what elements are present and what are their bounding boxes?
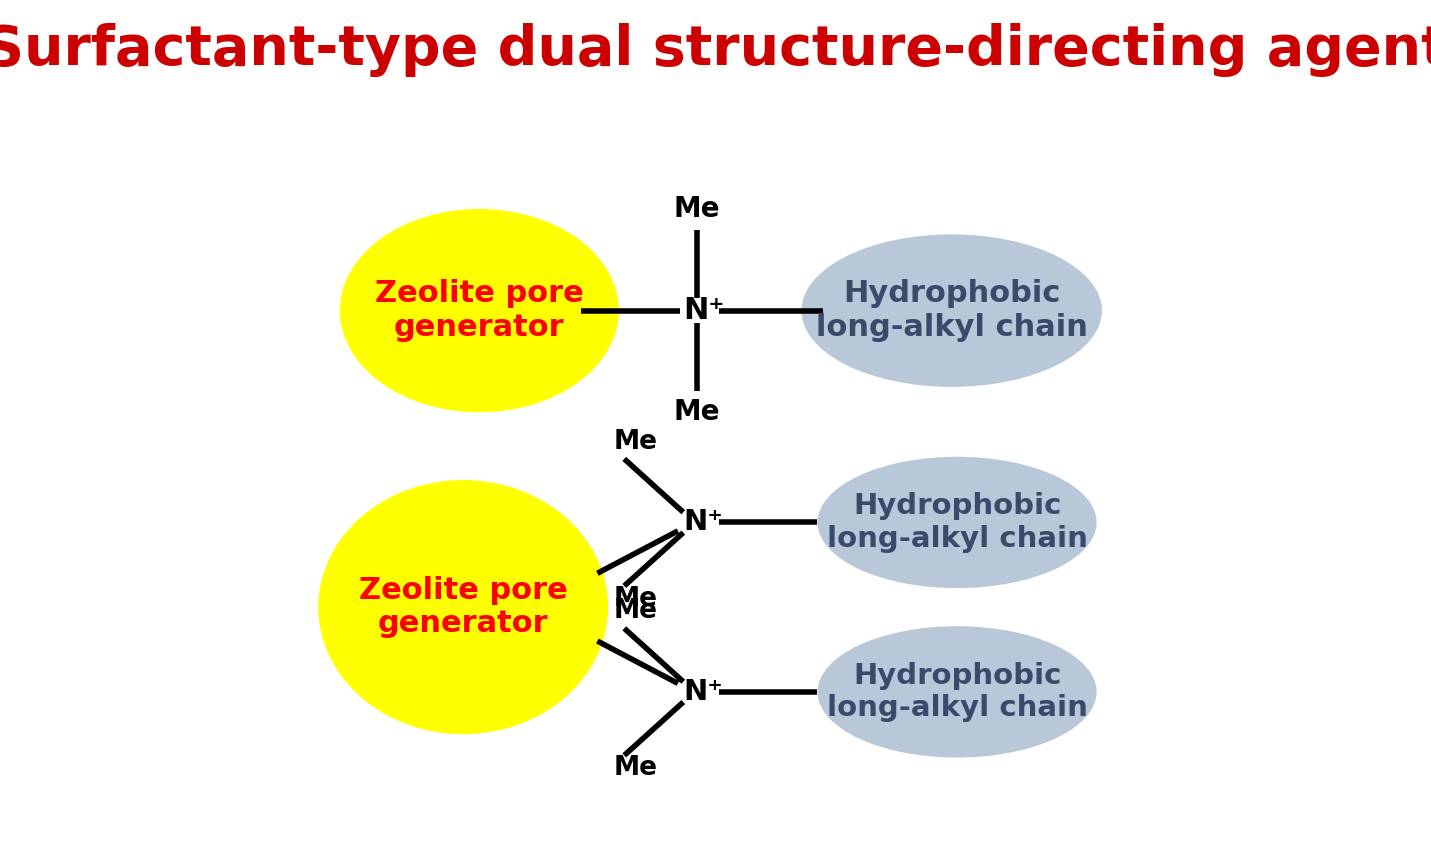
- Text: Me: Me: [614, 586, 657, 612]
- Text: Hydrophobic
long-alkyl chain: Hydrophobic long-alkyl chain: [827, 492, 1088, 552]
- Ellipse shape: [339, 209, 618, 412]
- Text: Hydrophobic
long-alkyl chain: Hydrophobic long-alkyl chain: [827, 661, 1088, 722]
- Text: Me: Me: [674, 399, 720, 427]
- Text: Zeolite pore
generator: Zeolite pore generator: [359, 575, 568, 638]
- Ellipse shape: [817, 456, 1096, 588]
- Text: Me: Me: [614, 429, 657, 455]
- Ellipse shape: [817, 626, 1096, 757]
- Text: N⁺: N⁺: [683, 508, 723, 536]
- Ellipse shape: [801, 235, 1102, 387]
- Text: Hydrophobic
long-alkyl chain: Hydrophobic long-alkyl chain: [816, 280, 1088, 342]
- Text: N⁺: N⁺: [683, 678, 723, 706]
- Text: Me: Me: [614, 598, 657, 625]
- Text: Me: Me: [674, 195, 720, 223]
- Text: Zeolite pore
generator: Zeolite pore generator: [375, 280, 584, 342]
- Text: Surfactant-type dual structure-directing agent: Surfactant-type dual structure-directing…: [0, 23, 1431, 76]
- Ellipse shape: [318, 480, 608, 734]
- Text: Me: Me: [614, 755, 657, 781]
- Text: N⁺: N⁺: [683, 296, 724, 326]
